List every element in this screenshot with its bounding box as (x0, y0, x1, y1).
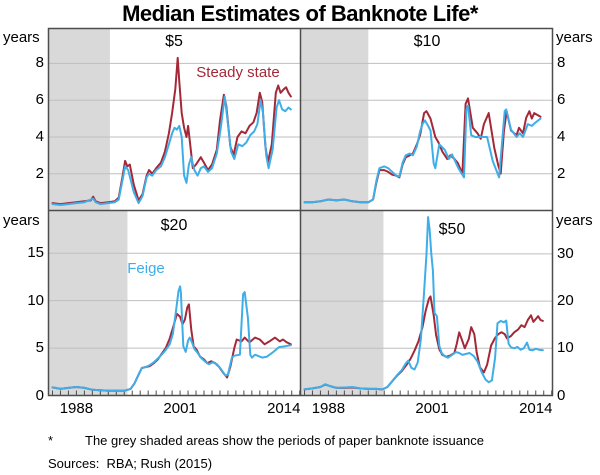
y-tick-label: 8 (35, 54, 44, 72)
y-tick-label: 8 (557, 54, 566, 72)
chart-title: Median Estimates of Banknote Life* (122, 1, 478, 26)
paper-issuance-shade (300, 28, 369, 211)
y-tick-label: 0 (557, 386, 566, 404)
y-tick-label: 20 (557, 292, 574, 310)
series-line-steady_state (51, 56, 292, 206)
sources-text: Sources: RBA; Rush (2015) (48, 456, 213, 471)
series-line-feige (303, 104, 542, 204)
paper-issuance-shade (48, 28, 110, 211)
paper-issuance-shade (48, 210, 128, 396)
y-tick-label: 6 (35, 91, 44, 109)
y-tick-label: 0 (35, 386, 44, 404)
y-tick-label: 2 (35, 164, 44, 182)
series-label-steady-state: Steady state (196, 64, 280, 81)
x-tick-label: 1988 (59, 400, 94, 417)
y-axis-unit-label: years (556, 29, 593, 46)
footnote-text: The grey shaded areas show the periods o… (85, 433, 484, 448)
footnote-marker: * (48, 433, 54, 448)
panel-title-5: $5 (165, 33, 183, 50)
x-tick-label: 2001 (163, 400, 197, 417)
x-tick-label: 2014 (519, 400, 553, 417)
y-axis-unit-label: years (3, 29, 40, 46)
y-tick-label: 4 (35, 127, 44, 145)
x-tick-label: 2014 (267, 400, 301, 417)
y-tick-label: 30 (557, 244, 574, 262)
y-tick-label: 4 (557, 127, 566, 145)
series-line-feige (303, 216, 544, 391)
x-tick-label: 1988 (311, 400, 346, 417)
y-axis-unit-label: years (556, 212, 593, 229)
plot-frame (47, 27, 554, 397)
series-label-feige: Feige (127, 260, 165, 277)
x-tick-label: 2001 (415, 400, 449, 417)
y-tick-label: 10 (557, 339, 574, 357)
series-line-feige (51, 285, 292, 392)
panel-title-20: $20 (160, 217, 188, 234)
y-tick-label: 2 (557, 164, 566, 182)
series-line-feige (51, 95, 292, 206)
y-tick-label: 6 (557, 91, 566, 109)
panel-title-10: $10 (413, 33, 441, 50)
y-tick-label: 5 (35, 339, 44, 357)
y-tick-label: 10 (27, 291, 44, 309)
y-tick-label: 15 (27, 244, 44, 262)
paper-issuance-shade (300, 210, 384, 396)
panel-title-50: $50 (438, 221, 466, 238)
y-axis-unit-label: years (3, 212, 40, 229)
